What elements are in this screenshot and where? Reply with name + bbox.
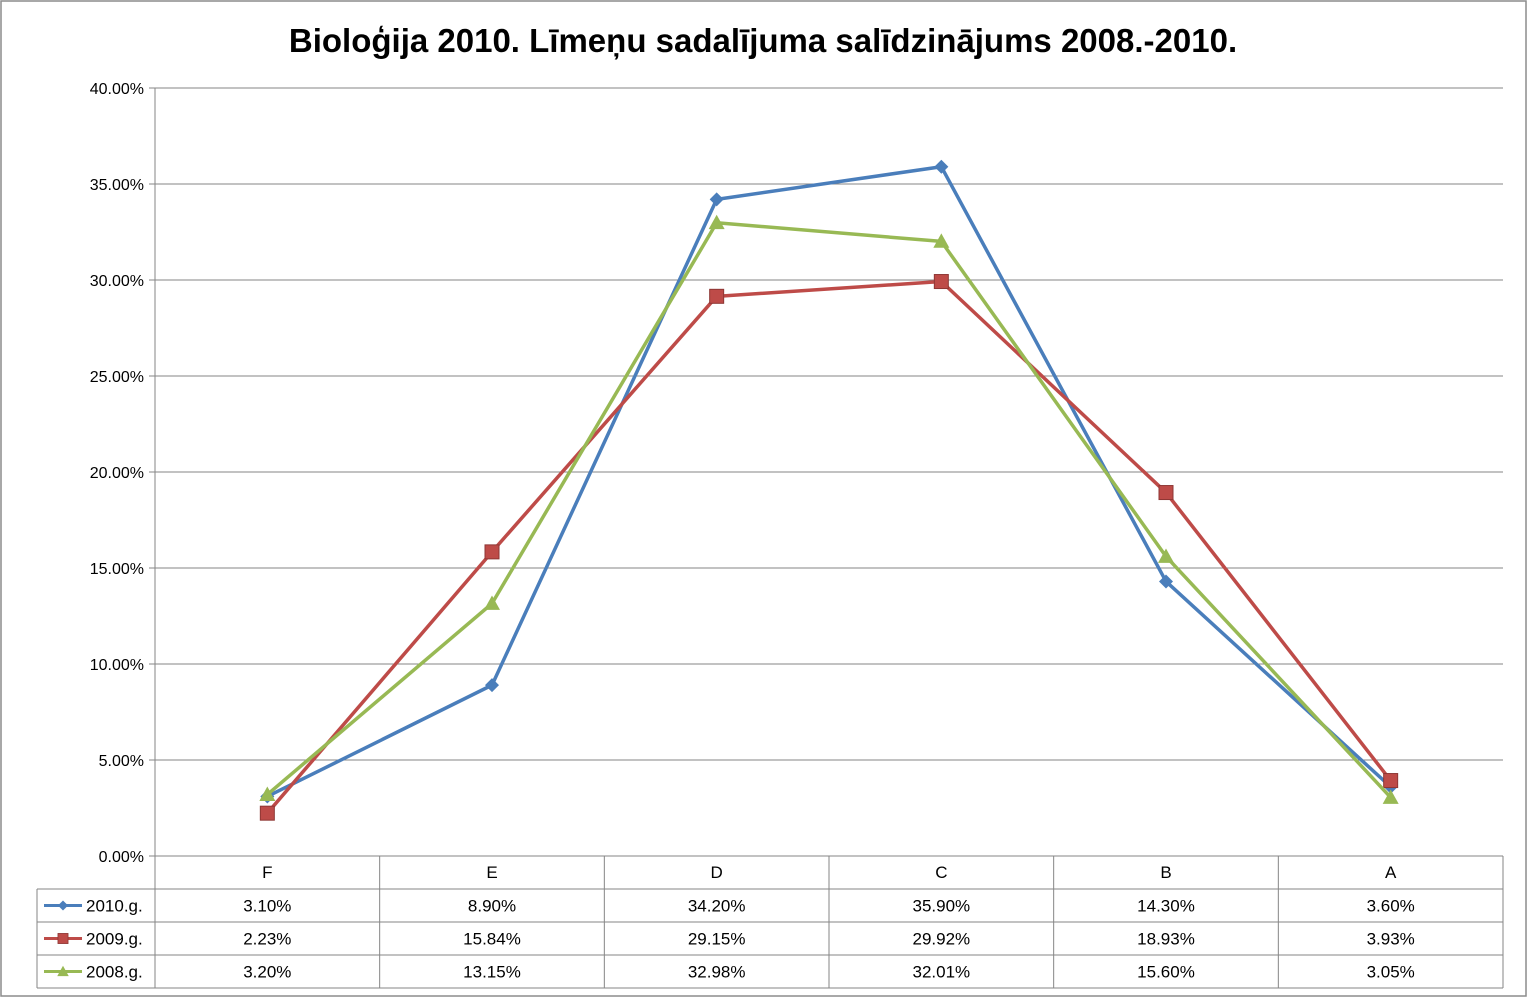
- data-label: 8.90%: [468, 897, 516, 916]
- data-point: [708, 214, 725, 230]
- data-point: [259, 786, 276, 801]
- category-label: E: [486, 863, 497, 882]
- data-label: 35.90%: [912, 897, 970, 916]
- y-tick-label: 30.00%: [90, 273, 144, 290]
- y-tick-label: 20.00%: [90, 465, 144, 482]
- legend-label: 2010.g.: [86, 897, 143, 916]
- legend-label: 2008.g.: [86, 963, 143, 982]
- chart-title: Bioloģija 2010. Līmeņu sadalījuma salīdz…: [289, 22, 1237, 59]
- data-label: 3.93%: [1367, 930, 1415, 949]
- data-point: [1159, 574, 1173, 589]
- series-line: [266, 164, 1392, 799]
- data-point: [933, 233, 950, 248]
- data-label: 3.10%: [243, 897, 291, 916]
- data-label: 32.98%: [688, 963, 746, 982]
- y-tick-label: 0.00%: [99, 849, 144, 866]
- series-2: [259, 274, 1399, 821]
- data-point: [1383, 773, 1399, 789]
- data-label: 13.15%: [463, 963, 521, 982]
- y-tick-label: 15.00%: [90, 561, 144, 578]
- category-label: F: [262, 863, 272, 882]
- data-point: [259, 805, 275, 821]
- data-point: [709, 288, 725, 304]
- data-point: [709, 192, 724, 207]
- series-line: [266, 221, 1392, 799]
- data-point: [484, 544, 500, 560]
- data-point: [934, 159, 949, 174]
- legend-label: 2009.g.: [86, 930, 143, 949]
- data-label: 14.30%: [1137, 897, 1195, 916]
- data-label: 34.20%: [688, 897, 746, 916]
- data-point: [485, 678, 499, 693]
- data-point: [484, 595, 500, 610]
- category-label: B: [1160, 863, 1171, 882]
- category-label: C: [935, 863, 947, 882]
- series-layer: [259, 159, 1399, 821]
- legend-marker: [57, 900, 69, 911]
- data-label: 15.60%: [1137, 963, 1195, 982]
- y-tick-label: 25.00%: [90, 369, 144, 386]
- data-label: 32.01%: [912, 963, 970, 982]
- series-3: [259, 214, 1399, 804]
- data-table: F E D C B A 2010.g. 3.10% 8.90% 34.20% 35.90% 14.30…: [36, 855, 1504, 989]
- series-line: [266, 279, 1393, 815]
- data-label: 29.15%: [688, 930, 746, 949]
- y-tick-label: 40.00%: [90, 81, 144, 98]
- data-point: [1382, 789, 1399, 804]
- data-label: 3.60%: [1367, 897, 1415, 916]
- category-label: D: [711, 863, 723, 882]
- data-label: 29.92%: [912, 930, 970, 949]
- data-point: [1158, 548, 1174, 563]
- data-label: 15.84%: [463, 930, 521, 949]
- data-label: 3.20%: [243, 963, 291, 982]
- y-tick-label: 5.00%: [99, 753, 144, 770]
- y-tick-label: 10.00%: [90, 657, 144, 674]
- legend-marker: [57, 933, 69, 944]
- data-label: 2.23%: [243, 930, 291, 949]
- data-label: 18.93%: [1137, 930, 1195, 949]
- grid-layer: 0.00% 5.00% 10.00% 15.00% 20.00% 25.00% 30.00%…: [90, 81, 1503, 866]
- data-point: [1158, 485, 1174, 501]
- data-label: 3.05%: [1367, 963, 1415, 982]
- category-label: A: [1385, 863, 1397, 882]
- y-tick-label: 35.00%: [90, 177, 144, 194]
- data-point: [933, 274, 949, 290]
- legend-marker: [57, 965, 69, 977]
